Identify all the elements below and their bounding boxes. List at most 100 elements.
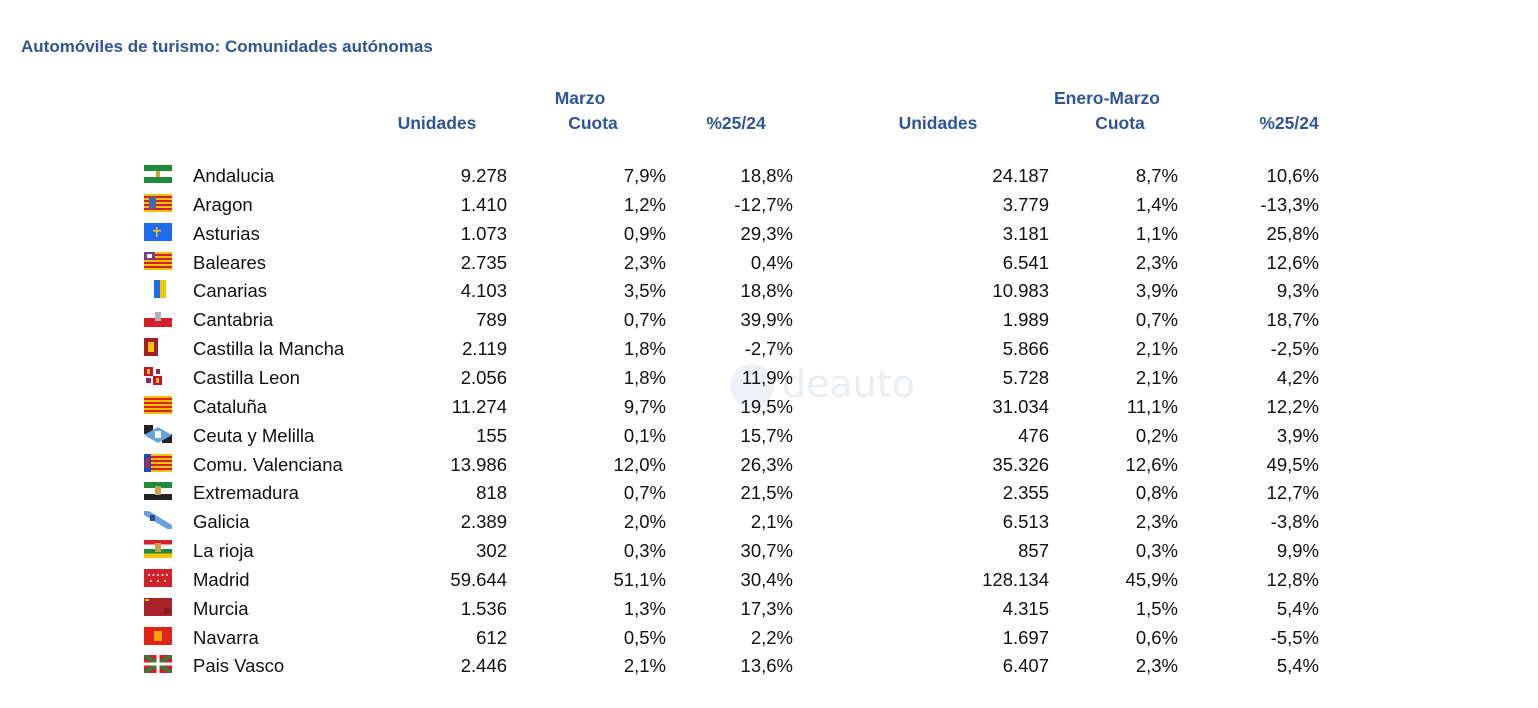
region-name: Madrid: [193, 568, 250, 590]
cell-marzo-unidades: 1.073: [460, 222, 507, 244]
cell-enero-marzo-cuota: 3,9%: [1135, 280, 1178, 302]
cell-marzo-cuota: 1,8%: [623, 338, 666, 360]
region-name: Aragon: [193, 193, 253, 215]
cell-enero-marzo-unidades: 3.181: [1002, 222, 1049, 244]
cell-marzo-cuota: 0,1%: [623, 424, 666, 446]
column-header-cuota-marzo: Cuota: [568, 113, 618, 133]
cell-enero-marzo-cuota: 0,3%: [1135, 540, 1178, 562]
cell-enero-marzo-cuota: 45,9%: [1125, 568, 1178, 590]
cell-enero-marzo-unidades: 35.326: [992, 453, 1049, 475]
cell-marzo-cuota: 0,5%: [623, 626, 666, 648]
cell-marzo-cuota: 0,7%: [623, 309, 666, 331]
region-name: Castilla la Mancha: [193, 338, 345, 360]
cell-marzo-cuota: 2,3%: [623, 251, 666, 273]
cell-marzo-variacion: 29,3%: [740, 222, 793, 244]
valencia-flag: [144, 453, 172, 472]
region-name: Ceuta y Melilla: [193, 424, 315, 446]
cell-marzo-cuota: 9,7%: [623, 395, 666, 417]
aragon-flag: [144, 193, 172, 212]
watermark-circle-icon: [730, 364, 774, 408]
cell-enero-marzo-cuota: 0,6%: [1135, 626, 1178, 648]
group-header-marzo: Marzo: [554, 88, 606, 108]
table-row: Cantabria 789 0,7% 39,9% 1.989 0,7% 18,7%: [0, 309, 1538, 338]
cell-marzo-unidades: 1.410: [460, 193, 507, 215]
cell-marzo-cuota: 0,9%: [623, 222, 666, 244]
table-row: Extremadura 818 0,7% 21,5% 2.355 0,8% 12,7%: [0, 482, 1538, 511]
cell-enero-marzo-unidades: 6.513: [1002, 511, 1049, 533]
cell-enero-marzo-variacion: 12,6%: [1266, 251, 1319, 273]
cell-marzo-variacion: 11,9%: [741, 366, 793, 388]
region-name: Navarra: [193, 626, 259, 648]
galicia-flag: [144, 511, 172, 530]
cell-enero-marzo-unidades: 1.697: [1002, 626, 1049, 648]
cell-enero-marzo-unidades: 6.407: [1002, 655, 1049, 677]
cell-enero-marzo-cuota: 8,7%: [1135, 165, 1178, 186]
cell-enero-marzo-unidades: 3.779: [1002, 193, 1049, 215]
region-name: Asturias: [193, 222, 260, 244]
cell-enero-marzo-variacion: 9,9%: [1276, 540, 1319, 562]
cell-enero-marzo-variacion: 49,5%: [1266, 453, 1319, 475]
cell-enero-marzo-unidades: 24.187: [992, 165, 1049, 186]
table-row: Murcia 1.536 1,3% 17,3% 4.315 1,5% 5,4%: [0, 597, 1538, 627]
cell-marzo-cuota: 51,1%: [613, 568, 666, 590]
group-header-enero-marzo: Enero-Marzo: [1054, 88, 1160, 108]
cell-marzo-unidades: 13.986: [450, 453, 507, 475]
cell-marzo-unidades: 302: [476, 540, 507, 562]
navarra-flag: [144, 626, 172, 645]
column-header-variacion-marzo: %25/24: [706, 113, 766, 133]
column-header-unidades-enero-marzo: Unidades: [898, 113, 978, 133]
cell-marzo-unidades: 2.119: [462, 338, 507, 360]
cell-marzo-variacion: 13,6%: [740, 655, 793, 677]
cell-enero-marzo-variacion: 12,7%: [1266, 482, 1319, 504]
cell-marzo-variacion: 2,2%: [750, 626, 793, 648]
cell-enero-marzo-variacion: 9,3%: [1276, 280, 1319, 302]
cell-enero-marzo-unidades: 1.989: [1002, 309, 1049, 331]
cell-marzo-variacion: 0,4%: [750, 251, 793, 273]
cell-enero-marzo-cuota: 2,3%: [1135, 511, 1178, 533]
cell-marzo-variacion: -2,7%: [744, 338, 793, 360]
baleares-flag: [144, 251, 172, 270]
murcia-flag: [144, 597, 172, 616]
cell-marzo-cuota: 1,8%: [623, 366, 666, 388]
cell-marzo-unidades: 2.446: [460, 655, 507, 677]
pais-vasco-flag: [144, 655, 172, 674]
region-name: Galicia: [193, 511, 250, 533]
cell-marzo-cuota: 1,2%: [623, 193, 666, 215]
cell-marzo-unidades: 59.644: [450, 568, 507, 590]
cell-marzo-cuota: 12,0%: [613, 453, 666, 475]
table-row: Galicia 2.389 2,0% 2,1% 6.513 2,3% -3,8%: [0, 511, 1538, 540]
la-rioja-flag: [144, 540, 172, 559]
canarias-flag: [144, 280, 172, 299]
cell-marzo-variacion: 15,7%: [740, 424, 793, 446]
cell-marzo-cuota: 2,0%: [623, 511, 666, 533]
cell-enero-marzo-cuota: 2,3%: [1135, 655, 1178, 677]
madrid-flag: [144, 568, 172, 587]
page-title: Automóviles de turismo: Comunidades autó…: [21, 37, 433, 56]
cell-enero-marzo-cuota: 0,8%: [1135, 482, 1178, 504]
cell-marzo-variacion: 21,5%: [740, 482, 793, 504]
cell-marzo-unidades: 11.274: [451, 395, 507, 417]
cell-enero-marzo-variacion: 12,2%: [1266, 395, 1319, 417]
region-name: Canarias: [193, 280, 268, 302]
cell-enero-marzo-variacion: -3,8%: [1270, 511, 1319, 533]
cell-marzo-unidades: 2.056: [460, 366, 507, 388]
cell-enero-marzo-unidades: 2.355: [1002, 482, 1049, 504]
cell-marzo-cuota: 1,3%: [623, 597, 666, 619]
extremadura-flag: [144, 482, 172, 501]
table-row: Pais Vasco 2.446 2,1% 13,6% 6.407 2,3% 5,4%: [0, 655, 1538, 684]
watermark-logo: deauto: [726, 360, 936, 420]
cell-enero-marzo-variacion: 5,4%: [1276, 655, 1319, 677]
cell-enero-marzo-cuota: 2,1%: [1135, 338, 1178, 360]
cell-marzo-variacion: 2,1%: [750, 511, 793, 533]
cell-marzo-unidades: 789: [476, 309, 507, 331]
cell-enero-marzo-variacion: 25,8%: [1266, 222, 1319, 244]
cell-marzo-variacion: 30,4%: [740, 568, 793, 590]
cell-enero-marzo-cuota: 0,2%: [1135, 424, 1178, 446]
cell-enero-marzo-variacion: 3,9%: [1276, 424, 1319, 446]
cell-enero-marzo-variacion: 18,7%: [1266, 309, 1319, 331]
watermark-text: deauto: [782, 362, 916, 406]
cell-enero-marzo-unidades: 5.728: [1002, 366, 1049, 388]
cell-enero-marzo-cuota: 11,1%: [1126, 395, 1178, 417]
region-name: Andalucia: [193, 165, 275, 186]
cell-marzo-unidades: 818: [476, 482, 507, 504]
